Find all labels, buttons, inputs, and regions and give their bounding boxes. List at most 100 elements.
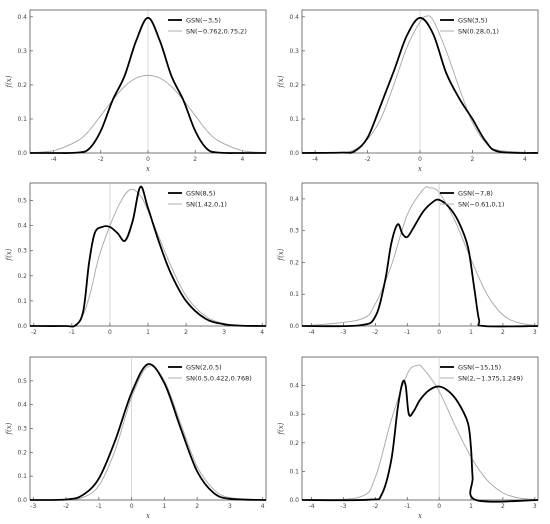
legend-label: SN(2,−1.375,1.249) — [458, 374, 523, 382]
y-tick-label: 0.3 — [17, 248, 27, 255]
legend-label: SN(−0.762,0.75,2) — [186, 27, 247, 35]
y-tick-label: 0.4 — [17, 223, 27, 230]
x-tick-label: -1 — [69, 329, 75, 336]
y-tick-label: 0.1 — [289, 116, 299, 123]
x-tick-label: 3 — [533, 503, 537, 510]
y-tick-label: 0.1 — [289, 468, 299, 475]
y-axis-label: f(x) — [277, 75, 285, 88]
x-tick-label: 2 — [471, 156, 475, 163]
y-axis-label: f(x) — [5, 422, 13, 435]
gsn-density-curve — [29, 363, 267, 501]
x-tick-label: 4 — [260, 329, 264, 336]
legend-label: SN(−0.61,0,1) — [458, 200, 504, 208]
sn-density-curve — [29, 74, 267, 154]
y-tick-label: 0.2 — [289, 82, 299, 89]
y-tick-label: 0.1 — [17, 116, 27, 123]
x-tick-label: -2 — [365, 156, 371, 163]
sn-density-curve — [29, 365, 267, 501]
x-tick-label: 0 — [437, 503, 441, 510]
chart-panel-5: -3 -2 -1 0 1 2 3 4 0.0 0.1 0.2 0.3 0.4 0.5 x f(x) GSN(2,… — [5, 356, 267, 520]
x-tick-label: 0 — [108, 329, 112, 336]
legend-label: GSN(8,5) — [186, 189, 215, 197]
legend-label: GSN(2,0.5) — [186, 363, 222, 371]
x-tick-label: -2 — [372, 329, 378, 336]
y-tick-label: 0.0 — [17, 497, 27, 504]
x-tick-label: 2 — [193, 156, 197, 163]
legend-label: GSN(−7,8) — [458, 189, 493, 197]
plot-frame — [29, 182, 267, 327]
y-tick-label: 0.5 — [17, 378, 27, 385]
plot-frame — [301, 356, 539, 501]
x-tick-label: 0 — [418, 156, 422, 163]
x-tick-label: -4 — [309, 329, 315, 336]
gsn-density-curve — [301, 379, 539, 503]
y-tick-label: 0.3 — [289, 48, 299, 55]
x-tick-label: 2 — [184, 329, 188, 336]
x-tick-label: 1 — [469, 329, 473, 336]
x-tick-label: -3 — [340, 503, 346, 510]
y-axis-label: f(x) — [5, 248, 13, 261]
y-tick-label: 0.4 — [289, 196, 299, 203]
y-tick-label: 0.0 — [289, 497, 299, 504]
y-tick-label: 0.4 — [17, 402, 27, 409]
y-tick-label: 0.4 — [289, 383, 299, 390]
x-tick-label: 2 — [195, 503, 199, 510]
gsn-density-curve — [29, 185, 267, 328]
x-tick-label: 4 — [240, 156, 244, 163]
x-axis-label: x — [418, 165, 422, 173]
chart-panel-3: -2 -1 0 1 2 3 4 0.0 0.1 0.2 0.3 0.4 0.5 f(x) GSN(8,5) S… — [5, 182, 267, 336]
x-tick-label: 3 — [533, 329, 537, 336]
y-tick-label: 0.2 — [289, 259, 299, 266]
legend-label: GSN(−3,5) — [186, 16, 221, 24]
legend-label: SN(0.28,0,1) — [458, 27, 499, 35]
x-tick-label: -4 — [312, 156, 318, 163]
x-tick-label: -1 — [404, 329, 410, 336]
x-tick-label: 0 — [437, 329, 441, 336]
y-tick-label: 0.1 — [17, 298, 27, 305]
gsn-density-curve — [29, 16, 267, 154]
x-tick-label: -1 — [404, 503, 410, 510]
x-tick-label: 2 — [501, 329, 505, 336]
y-tick-label: 0.5 — [17, 198, 27, 205]
legend-label: SN(1.42,0,1) — [186, 200, 227, 208]
legend-label: GSN(3,5) — [458, 16, 487, 24]
x-tick-label: -3 — [30, 503, 36, 510]
legend-label: SN(0.5,0.422,0.768) — [186, 374, 252, 382]
x-tick-label: -2 — [98, 156, 104, 163]
x-tick-label: 4 — [523, 156, 527, 163]
y-tick-label: 0.0 — [17, 150, 27, 157]
x-tick-label: 4 — [261, 503, 265, 510]
x-tick-label: -2 — [31, 329, 37, 336]
x-tick-label: 0 — [146, 156, 150, 163]
y-tick-label: 0.3 — [289, 411, 299, 418]
chart-panel-4: -4 -3 -2 -1 0 1 2 3 0.0 0.1 0.2 0.3 0.4 f(x) GSN(−7,8)… — [277, 182, 539, 336]
x-tick-label: 1 — [146, 329, 150, 336]
x-tick-label: 3 — [222, 329, 226, 336]
x-tick-label: 1 — [469, 503, 473, 510]
chart-panel-6: -4 -3 -2 -1 0 1 2 3 0.0 0.1 0.2 0.3 0.4 x f(x) GSN(−15,… — [277, 356, 539, 520]
legend-label: GSN(−15,15) — [458, 363, 501, 371]
y-tick-label: 0.1 — [17, 473, 27, 480]
x-tick-label: -2 — [372, 503, 378, 510]
x-tick-label: -4 — [309, 503, 315, 510]
chart-panel-2: -4 -2 0 2 4 0.0 0.1 0.2 0.3 0.4 x f(x) GSN(3,5) SN(0.… — [277, 9, 539, 173]
sn-density-curve — [301, 364, 539, 501]
y-tick-label: 0.2 — [17, 82, 27, 89]
y-tick-label: 0.4 — [289, 14, 299, 21]
gsn-density-curve — [301, 198, 539, 328]
x-tick-label: 2 — [501, 503, 505, 510]
plot-frame — [301, 182, 539, 327]
y-tick-label: 0.1 — [289, 291, 299, 298]
sn-density-curve — [301, 186, 539, 327]
x-tick-label: 0 — [130, 503, 134, 510]
y-axis-label: f(x) — [277, 248, 285, 261]
y-tick-label: 0.0 — [289, 323, 299, 330]
y-tick-label: 0.3 — [17, 426, 27, 433]
y-tick-label: 0.2 — [17, 449, 27, 456]
x-tick-label: 3 — [228, 503, 232, 510]
x-axis-label: x — [146, 512, 150, 520]
y-tick-label: 0.3 — [289, 228, 299, 235]
x-axis-label: x — [146, 165, 150, 173]
x-tick-label: -1 — [96, 503, 102, 510]
